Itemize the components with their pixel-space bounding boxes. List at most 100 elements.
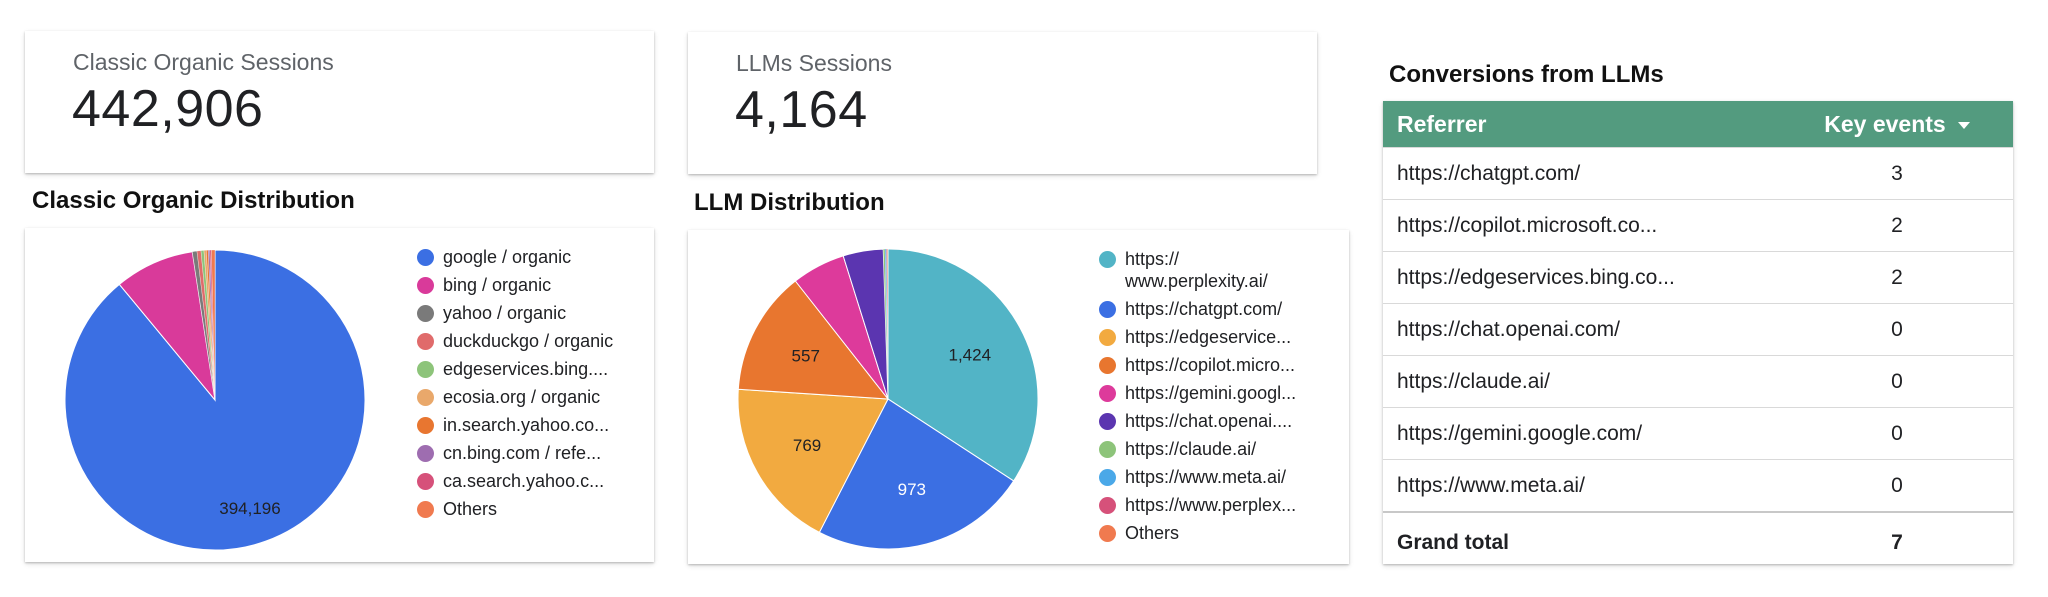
legend-item[interactable]: bing / organic: [417, 274, 617, 296]
llm-pie-card: 1,424 973 769 557 https:// www.perplexity.a…: [688, 230, 1349, 564]
organic-pie-legend: google / organic bing / organic yahoo / or…: [417, 246, 617, 526]
pie-slice-others[interactable]: [887, 248, 889, 400]
conversions-table-card: Referrer Key events https://chatgpt.com/…: [1383, 101, 2013, 564]
legend-label: yahoo / organic: [443, 303, 567, 323]
legend-swatch-icon: [1099, 357, 1116, 374]
legend-item[interactable]: ca.search.yahoo.c...: [417, 470, 617, 492]
slice-value-label: 394,196: [219, 499, 280, 518]
legend-item[interactable]: yahoo / organic: [417, 302, 617, 324]
legend-swatch-icon: [1099, 385, 1116, 402]
legend-swatch-icon: [417, 417, 434, 434]
legend-swatch-icon: [1099, 441, 1116, 458]
table-row[interactable]: https://claude.ai/0: [1383, 355, 2013, 408]
grand-total-label: Grand total: [1383, 511, 1781, 564]
referrer-cell: https://chat.openai.com/: [1383, 303, 1781, 356]
slice-value-label: 769: [793, 436, 821, 455]
legend-item[interactable]: duckduckgo / organic: [417, 330, 617, 352]
slice-value-label: 1,424: [949, 346, 992, 365]
pie-slice-https-edgeservice[interactable]: [737, 388, 889, 534]
legend-label: https://claude.ai/: [1125, 439, 1257, 459]
pie-slice-https-copilot-micro[interactable]: [737, 280, 890, 400]
legend-swatch-icon: [417, 277, 434, 294]
legend-swatch-icon: [417, 305, 434, 322]
table-row[interactable]: https://chatgpt.com/3: [1383, 147, 2013, 200]
legend-swatch-icon: [417, 249, 434, 266]
legend-swatch-icon: [1099, 301, 1116, 318]
legend-swatch-icon: [417, 389, 434, 406]
conversions-table: Referrer Key events https://chatgpt.com/…: [1383, 101, 2013, 564]
key-events-cell: 0: [1781, 459, 2013, 512]
legend-item[interactable]: https://claude.ai/: [1099, 438, 1305, 460]
llm-pie-chart: 1,424 973 769 557: [737, 248, 1039, 550]
legend-label: duckduckgo / organic: [443, 331, 614, 351]
legend-item[interactable]: google / organic: [417, 246, 617, 268]
table-row[interactable]: https://www.meta.ai/0: [1383, 459, 2013, 512]
legend-item[interactable]: Others: [417, 498, 617, 520]
pie-slice-google-organic[interactable]: [64, 249, 366, 551]
table-row[interactable]: https://copilot.microsoft.co... 2: [1383, 199, 2013, 252]
key-events-cell: 0: [1781, 407, 2013, 460]
legend-label: ecosia.org / organic: [443, 387, 601, 407]
key-events-column-header[interactable]: Key events: [1781, 101, 2013, 148]
table-row[interactable]: https://chat.openai.com/0: [1383, 303, 2013, 356]
llm-distribution-title: LLM Distribution: [694, 189, 885, 216]
key-events-cell: 2: [1781, 199, 2013, 252]
legend-label: https://gemini.googl...: [1125, 383, 1297, 403]
key-events-cell: 3: [1781, 147, 2013, 200]
legend-swatch-icon: [1099, 251, 1116, 268]
legend-label: Others: [443, 499, 498, 519]
organic-sessions-label: Classic Organic Sessions: [73, 49, 334, 75]
legend-item[interactable]: https://www.perplex...: [1099, 494, 1305, 516]
llm-pie-legend: https:// www.perplexity.ai/https://chatg…: [1099, 248, 1305, 550]
legend-item[interactable]: https://copilot.micro...: [1099, 354, 1305, 376]
legend-item[interactable]: cn.bing.com / refe...: [417, 442, 617, 464]
legend-item[interactable]: https://chat.openai....: [1099, 410, 1305, 432]
legend-item[interactable]: https://gemini.googl...: [1099, 382, 1305, 404]
conversions-title: Conversions from LLMs: [1389, 61, 1664, 88]
legend-label: edgeservices.bing....: [443, 359, 609, 379]
grand-total-row: Grand total 7: [1383, 511, 2013, 564]
pie-slice-others[interactable]: [211, 249, 216, 401]
legend-swatch-icon: [417, 445, 434, 462]
legend-label: cn.bing.com / refe...: [443, 443, 602, 463]
legend-label: bing / organic: [443, 275, 552, 295]
referrer-cell: https://claude.ai/: [1383, 355, 1781, 408]
organic-pie-chart: 394,196: [64, 249, 366, 551]
legend-item[interactable]: https://chatgpt.com/: [1099, 298, 1305, 320]
legend-item[interactable]: edgeservices.bing....: [417, 358, 617, 380]
legend-label: ca.search.yahoo.c...: [443, 471, 605, 491]
legend-swatch-icon: [1099, 497, 1116, 514]
slice-value-label: 557: [792, 347, 820, 366]
legend-label: in.search.yahoo.co...: [443, 415, 610, 435]
sort-descending-icon[interactable]: [1957, 121, 1970, 129]
organic-distribution-title: Classic Organic Distribution: [32, 187, 355, 214]
referrer-cell: https://edgeservices.bing.co...: [1383, 251, 1781, 304]
legend-label: https://chat.openai....: [1125, 411, 1293, 431]
legend-item[interactable]: https://edgeservice...: [1099, 326, 1305, 348]
key-events-header-label: Key events: [1824, 110, 1946, 137]
table-row[interactable]: https://edgeservices.bing.co... 2: [1383, 251, 2013, 304]
legend-label: https://www.perplex...: [1125, 495, 1297, 515]
legend-item[interactable]: https:// www.perplexity.ai/: [1099, 248, 1305, 292]
legend-label: https://www.meta.ai/: [1125, 467, 1287, 487]
legend-item[interactable]: https://www.meta.ai/: [1099, 466, 1305, 488]
legend-swatch-icon: [417, 361, 434, 378]
legend-item[interactable]: in.search.yahoo.co...: [417, 414, 617, 436]
organic-sessions-card: Classic Organic Sessions 442,906: [25, 31, 654, 173]
legend-label: Others: [1125, 523, 1180, 543]
referrer-header-label: Referrer: [1397, 110, 1487, 137]
legend-swatch-icon: [1099, 329, 1116, 346]
referrer-cell: https://www.meta.ai/: [1383, 459, 1781, 512]
pie-slice-https-chatgpt-com[interactable]: [818, 398, 1015, 550]
key-events-cell: 0: [1781, 355, 2013, 408]
legend-swatch-icon: [1099, 525, 1116, 542]
slice-value-label: 973: [898, 480, 926, 499]
legend-item[interactable]: ecosia.org / organic: [417, 386, 617, 408]
referrer-column-header[interactable]: Referrer: [1383, 101, 1781, 148]
legend-label: google / organic: [443, 247, 572, 267]
legend-swatch-icon: [1099, 413, 1116, 430]
legend-swatch-icon: [1099, 469, 1116, 486]
legend-item[interactable]: Others: [1099, 522, 1305, 544]
table-row[interactable]: https://gemini.google.com/0: [1383, 407, 2013, 460]
legend-label: https:// www.perplexity.ai/: [1125, 249, 1268, 291]
